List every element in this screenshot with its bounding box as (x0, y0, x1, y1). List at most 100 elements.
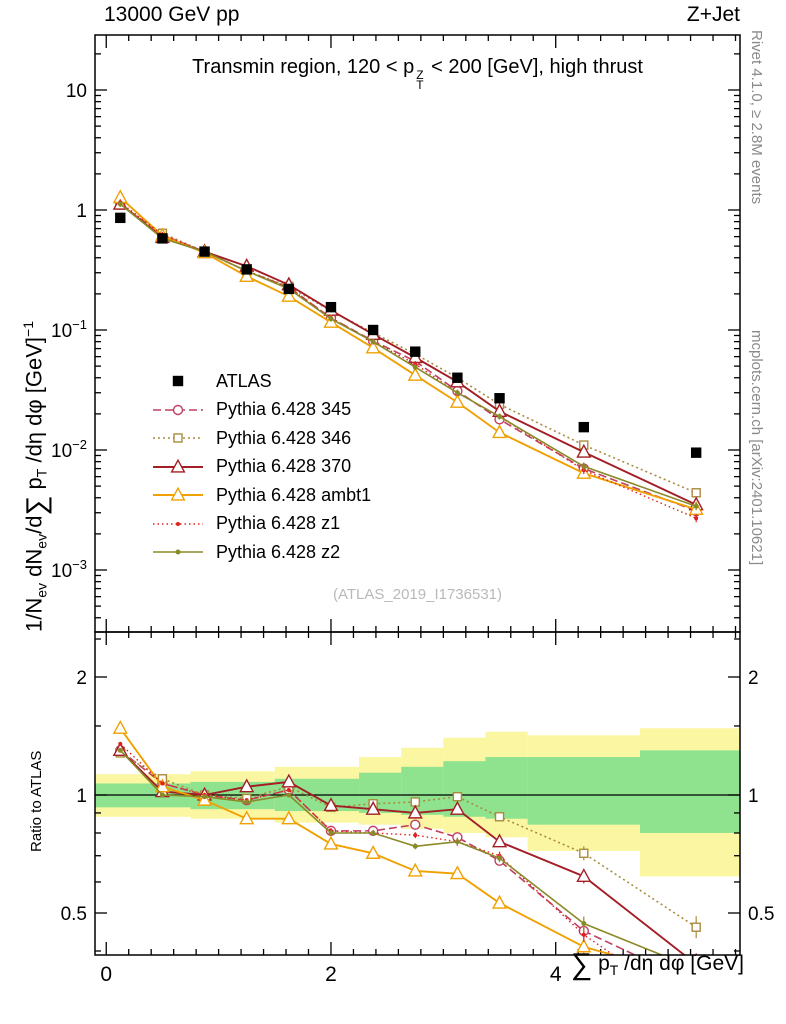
legend-marker-p345 (172, 404, 184, 415)
legend-marker-z1 (176, 521, 180, 526)
process-label: Z+Jet (686, 3, 740, 26)
y-axis-label-sub: T (33, 468, 50, 478)
atlas-marker (410, 346, 421, 357)
atlas-marker (578, 421, 590, 433)
x-tick-label: 0 (100, 963, 112, 986)
p370-ratio-marker (365, 800, 381, 815)
pt-subscript: T (416, 78, 424, 92)
ambt1-ratio-marker (491, 894, 508, 909)
y-tick-label: 10−1 (51, 317, 87, 342)
atlas-marker (494, 393, 505, 404)
legend-item-z1: Pythia 6.428 z1 (150, 510, 371, 539)
ambt1-marker (449, 393, 465, 408)
z2-marker (454, 390, 460, 396)
main-series (112, 189, 704, 523)
x-tick-label: 4 (550, 963, 562, 986)
atlas-marker (115, 212, 126, 224)
y-axis-label-part: p (21, 477, 47, 496)
atlas-marker (367, 324, 379, 336)
atlas-marker (690, 447, 702, 458)
ratio-tick-label: 2 (76, 668, 87, 689)
z2-ratio-marker (286, 792, 292, 798)
legend-marker-sample (153, 458, 203, 473)
p370-ratio-marker (449, 800, 465, 815)
z1-ratio-marker (413, 833, 418, 838)
legend-marker-sample (153, 404, 203, 415)
sum-symbol: ∑ (20, 495, 52, 516)
legend-marker-ambt1 (170, 486, 186, 501)
ratio-line-p346 (119, 752, 697, 928)
p370-ratio-marker (407, 804, 423, 819)
p345-ratio-marker (410, 819, 421, 830)
atlas-marker (325, 301, 337, 313)
legend-marker-atlas (172, 376, 184, 387)
p370-ratio-marker (239, 778, 255, 793)
pt-superscript: Z (416, 68, 424, 82)
y-axis-label-part: /d (21, 515, 47, 534)
y-tick-label: 1 (76, 201, 87, 222)
z1-ratio-marker (160, 781, 165, 786)
ratio-tick-label: 1 (76, 786, 87, 807)
analysis-watermark: (ATLAS_2019_I1736531) (332, 586, 502, 603)
legend-label: Pythia 6.428 346 (216, 427, 352, 448)
z1-ratio-marker (581, 932, 586, 937)
ratio-line-z2 (119, 749, 664, 955)
beam-energy-label: 13000 GeV pp (104, 3, 240, 26)
legend-label: Pythia 6.428 345 (216, 399, 352, 420)
legend-marker-sample (153, 433, 203, 443)
z2-marker (693, 503, 699, 509)
legend-marker-p370 (170, 458, 186, 473)
ambt1-ratio-marker (576, 938, 592, 953)
sum-symbol: ∑ (570, 948, 593, 981)
p370-ratio-marker (281, 773, 297, 788)
legend-marker-sample (153, 486, 203, 501)
ambt1-ratio-marker (154, 778, 170, 793)
p346-marker (691, 488, 701, 498)
ratio-tick-label: 1 (748, 786, 759, 807)
ratio-tick-label: 0.5 (61, 904, 87, 925)
ambt1-ratio-marker (365, 845, 381, 859)
legend-label: Pythia 6.428 z2 (216, 541, 341, 562)
ambt1-ratio-marker (112, 719, 128, 734)
mcplots-arxiv-label: mcplots.cern.ch [arXiv:2401.10621] (748, 330, 765, 566)
p370-ratio-marker (491, 833, 508, 848)
ratio-line-ambt1 (119, 727, 617, 955)
legend-label: Pythia 6.428 370 (216, 456, 352, 477)
p346-ratio-marker (452, 792, 463, 802)
ratio-y-axis-label: Ratio to ATLAS (28, 750, 45, 852)
z2-ratio-marker (159, 792, 165, 798)
ambt1-marker (239, 268, 255, 282)
ambt1-ratio-marker (407, 862, 423, 877)
ratio-line-p370 (119, 749, 686, 955)
y-tick-label: 10 (66, 81, 87, 102)
z2-ratio-marker (497, 855, 503, 861)
atlas-marker (157, 233, 168, 244)
legend-marker-sample (172, 376, 184, 387)
z2-ratio-marker (454, 839, 460, 845)
legend-label: ATLAS (216, 370, 272, 391)
legend-marker-sample (153, 549, 203, 555)
z1-ratio-marker (286, 787, 291, 792)
legend-item-atlas: ATLAS (150, 367, 371, 396)
legend-item-z2: Pythia 6.428 z2 (150, 538, 371, 567)
plot-title-text-2: < 200 [GeV], high thrust (425, 56, 643, 78)
ambt1-marker (281, 287, 297, 302)
green-uncertainty-band (639, 750, 740, 833)
p346-ratio-marker (494, 812, 505, 822)
y-axis-label-part: dN (21, 548, 47, 583)
rivet-version-label: Rivet 4.1.0, ≥ 2.8M events (748, 30, 765, 205)
ambt1-ratio-marker (239, 810, 255, 825)
legend-item-p346: Pythia 6.428 346 (150, 424, 371, 453)
atlas-marker (283, 283, 295, 295)
z2-marker (328, 316, 334, 322)
legend-item-p345: Pythia 6.428 345 (150, 396, 371, 425)
x-axis-label-part: /dη dφ [GeV] (618, 952, 744, 975)
ratio-series (112, 719, 701, 955)
green-uncertainty-band (359, 772, 402, 813)
z2-marker (581, 463, 587, 469)
z2-ratio-marker (328, 830, 334, 836)
y-axis-label-part: 1/N (21, 597, 47, 632)
